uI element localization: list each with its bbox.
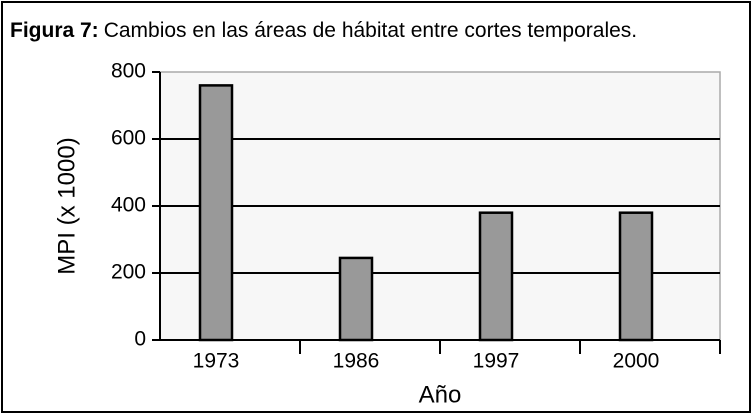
bar xyxy=(478,211,514,342)
bar xyxy=(198,84,234,342)
title-text: Cambios en las áreas de hábitat entre co… xyxy=(104,19,637,42)
y-axis-label: MPI (x 1000) xyxy=(53,137,80,274)
x-tick-label: 1986 xyxy=(333,350,380,373)
x-tick-label: 1997 xyxy=(473,350,520,373)
bar xyxy=(618,211,654,342)
chart-title: Figura 7: Cambios en las áreas de hábitat… xyxy=(10,19,637,42)
x-axis-label: Año xyxy=(419,381,462,408)
y-tick-label: 600 xyxy=(111,127,146,150)
y-tick-label: 0 xyxy=(134,328,146,351)
y-tick-label: 400 xyxy=(111,194,146,217)
bar xyxy=(338,256,374,342)
x-tick-label: 1973 xyxy=(193,350,240,373)
x-tick-label: 2000 xyxy=(613,350,660,373)
y-tick-label: 200 xyxy=(111,261,146,284)
y-tick-label: 800 xyxy=(111,60,146,83)
figure-label: Figura 7: xyxy=(10,19,99,42)
